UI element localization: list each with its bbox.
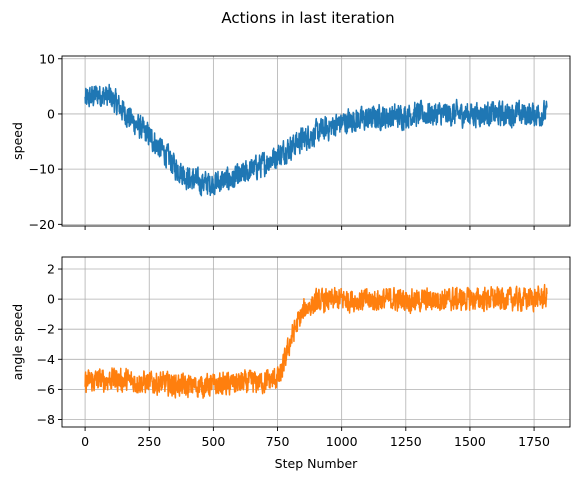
x-tick-label: 1250 [390, 434, 422, 449]
x-axis-label: Step Number [275, 456, 359, 471]
angle-speed-panel: 0 250 500 750 1000 1250 1500 1750 2 0 −2 −4 −6 −8 angl… [10, 256, 571, 449]
y-tick-label: −4 [37, 352, 55, 367]
y-tick-label: 10 [39, 51, 55, 66]
speed-panel: 10 0 −10 −20 speed [10, 51, 571, 232]
x-tick-label: 250 [137, 434, 161, 449]
x-tick-label: 1500 [454, 434, 486, 449]
y-tick-label: −6 [37, 382, 55, 397]
x-tick-label: 500 [201, 434, 225, 449]
series-line [84, 83, 548, 197]
y-tick-label: 2 [47, 262, 55, 277]
plot-frame [61, 55, 571, 227]
y-tick-label: −8 [37, 412, 55, 427]
x-tick-label: 0 [81, 434, 89, 449]
x-tick-label: 1000 [326, 434, 358, 449]
y-axis-label: angle speed [10, 304, 25, 380]
x-tick-label: 750 [266, 434, 290, 449]
y-tick-label: 0 [47, 106, 55, 121]
y-tick-label: 0 [47, 292, 55, 307]
chart-title: Actions in last iteration [221, 9, 394, 27]
y-axis-label: speed [10, 122, 25, 160]
plot-frame [61, 256, 571, 428]
y-tick-label: −10 [29, 162, 55, 177]
x-tick-label: 1750 [518, 434, 550, 449]
y-tick-label: −20 [29, 217, 55, 232]
series-line [84, 283, 548, 399]
y-tick-label: −2 [37, 322, 55, 337]
